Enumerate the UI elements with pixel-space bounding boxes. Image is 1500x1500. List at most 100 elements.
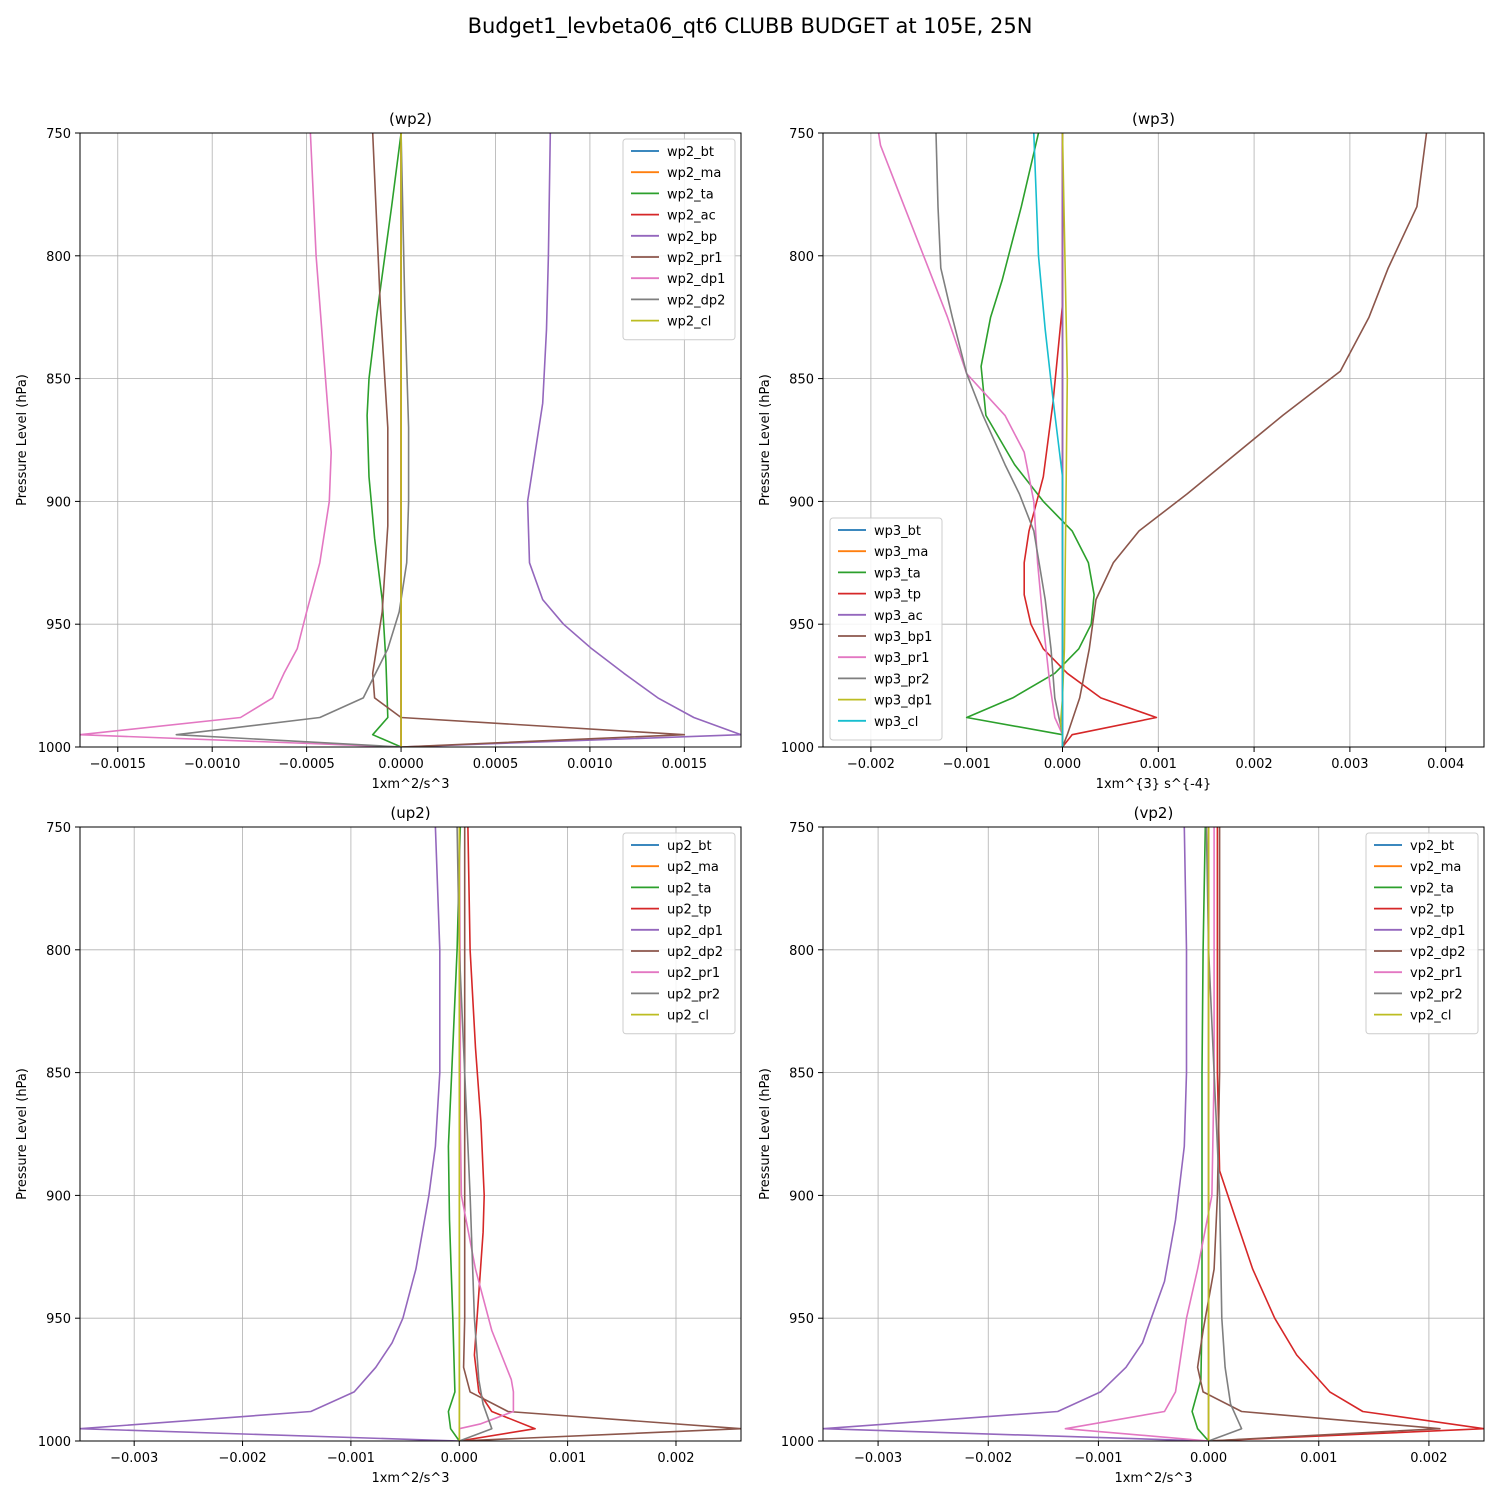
legend: wp3_bt wp3_ma wp3_ta wp3_tp wp3_ac wp3_bp1 wp3…	[829, 517, 943, 741]
legend-label: wp3_bp1	[874, 630, 932, 645]
legend-label: wp2_cl	[667, 315, 711, 330]
legend-label: vp2_dp1	[1410, 924, 1466, 939]
series-line-wp3_tp	[1023, 133, 1158, 747]
series-line-up2_tp	[459, 827, 536, 1441]
legend-label: wp3_pr2	[874, 672, 930, 687]
y-axis-label: Pressure Level (hPa)	[758, 374, 773, 506]
series-line-wp2_pr1	[371, 133, 686, 747]
x-tick-label: 0.001	[549, 1451, 586, 1466]
y-tick-label: 750	[789, 821, 814, 836]
legend-label: up2_ta	[667, 881, 711, 896]
x-tick-label: 0.0005	[473, 757, 519, 772]
series-line-vp2_tp	[1208, 827, 1484, 1441]
legend-label: vp2_dp2	[1410, 945, 1466, 960]
panel-title: (up2)	[390, 804, 430, 822]
figure-title: Budget1_levbeta06_qt6 CLUBB BUDGET at 10…	[467, 14, 1033, 38]
legend-label: up2_pr1	[667, 966, 720, 981]
x-tick-label: 0.0000	[378, 757, 424, 772]
legend-box	[829, 517, 943, 741]
legend-label: vp2_tp	[1410, 903, 1454, 918]
panel-title: (vp2)	[1134, 804, 1174, 822]
y-tick-label: 900	[46, 1189, 71, 1204]
series-group	[80, 133, 741, 747]
series-line-vp2_pr1	[1064, 827, 1215, 1441]
legend-label: wp2_dp1	[667, 272, 725, 287]
series-line-up2_pr1	[458, 827, 515, 1441]
legend-label: vp2_ma	[1410, 860, 1461, 875]
y-tick-label: 850	[46, 373, 71, 388]
legend-label: wp2_ac	[667, 209, 716, 224]
legend: wp2_bt wp2_ma wp2_ta wp2_ac wp2_bp wp2_pr1 wp2…	[622, 138, 736, 341]
series-line-vp2_dp1	[823, 827, 1209, 1441]
y-tick-label: 800	[46, 250, 71, 265]
series-line-wp3_bp1	[1061, 133, 1428, 747]
legend: up2_bt up2_ma up2_ta up2_tp up2_dp1 up2_dp2up…	[622, 832, 736, 1035]
y-tick-label: 1000	[781, 1435, 814, 1450]
y-tick-label: 1000	[38, 1435, 71, 1450]
x-tick-label: −0.003	[110, 1451, 158, 1466]
series-line-up2_pr2	[456, 827, 493, 1441]
x-tick-label: −0.0005	[278, 757, 334, 772]
y-tick-label: 750	[789, 127, 814, 142]
x-tick-label: −0.0010	[184, 757, 240, 772]
series-line-wp2_ta	[366, 133, 402, 747]
x-tick-label: −0.003	[854, 1451, 902, 1466]
plot-frame	[79, 132, 742, 748]
x-tick-label: −0.001	[943, 757, 991, 772]
x-tick-label: −0.002	[964, 1451, 1012, 1466]
legend-label: wp2_ma	[667, 166, 721, 181]
legend-label: vp2_pr1	[1410, 966, 1463, 981]
series-line-up2_dp2	[459, 827, 741, 1441]
y-tick-label: 1000	[781, 741, 814, 756]
legend-label: wp3_tp	[874, 588, 921, 603]
x-tick-label: 0.000	[1190, 1451, 1227, 1466]
y-tick-label: 950	[46, 1312, 71, 1327]
panel-title: (wp2)	[389, 110, 432, 128]
legend-label: vp2_cl	[1410, 1009, 1451, 1024]
y-tick-label: 1000	[38, 741, 71, 756]
y-tick-label: 950	[789, 618, 814, 633]
legend-label: wp3_ta	[874, 566, 921, 581]
series-line-wp3_cl	[1033, 133, 1064, 747]
x-tick-label: −0.002	[847, 757, 895, 772]
legend-label: wp3_ma	[874, 545, 928, 560]
legend-box	[622, 832, 736, 1035]
legend-label: up2_dp1	[667, 924, 723, 939]
series-line-wp2_dp2	[175, 133, 410, 747]
y-tick-label: 750	[46, 127, 71, 142]
legend: vp2_bt vp2_ma vp2_ta vp2_tp vp2_dp1 vp2_dp2vp…	[1365, 832, 1479, 1035]
legend-label: up2_dp2	[667, 945, 723, 960]
series-group	[877, 133, 1428, 747]
x-axis-label: 1xm^2/s^3	[371, 777, 449, 792]
legend-label: wp3_pr1	[874, 651, 930, 666]
y-tick-label: 750	[46, 821, 71, 836]
y-tick-label: 900	[789, 1189, 814, 1204]
y-tick-label: 900	[46, 495, 71, 510]
legend-label: vp2_ta	[1410, 881, 1454, 896]
x-tick-label: 0.0010	[567, 757, 613, 772]
x-tick-label: 0.002	[1410, 1451, 1447, 1466]
y-tick-label: 850	[46, 1067, 71, 1082]
x-tick-label: −0.0015	[90, 757, 146, 772]
series-group	[80, 827, 741, 1441]
legend-label: wp2_dp2	[667, 293, 725, 308]
x-axis-label: 1xm^{3} s^{-4}	[1096, 777, 1212, 792]
x-tick-label: 0.002	[657, 1451, 694, 1466]
series-group	[823, 827, 1484, 1441]
legend-label: wp3_bt	[874, 524, 921, 539]
y-axis-label: Pressure Level (hPa)	[15, 1068, 30, 1200]
x-tick-label: 0.004	[1427, 757, 1464, 772]
y-axis-label: Pressure Level (hPa)	[15, 374, 30, 506]
y-tick-label: 850	[789, 373, 814, 388]
legend-label: wp2_ta	[667, 187, 714, 202]
x-tick-label: −0.002	[218, 1451, 266, 1466]
panel-title: (wp3)	[1132, 110, 1175, 128]
plot-frame	[79, 826, 742, 1442]
x-tick-label: −0.001	[1074, 1451, 1122, 1466]
x-tick-label: 0.001	[1300, 1451, 1337, 1466]
x-tick-label: 0.000	[1044, 757, 1081, 772]
legend-label: wp3_cl	[874, 715, 918, 730]
x-tick-label: 0.000	[441, 1451, 478, 1466]
